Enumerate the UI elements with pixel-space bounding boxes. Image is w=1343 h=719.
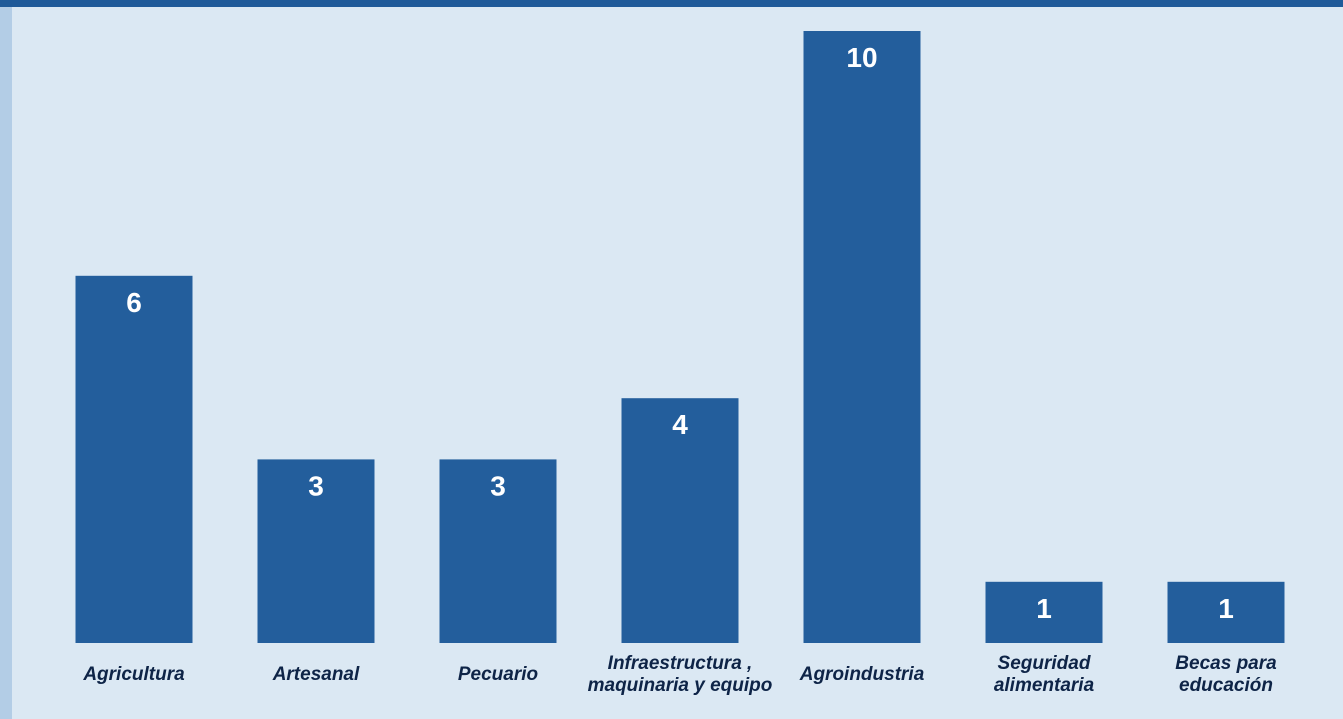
category-label-6: Becas para educación (1175, 653, 1277, 696)
bar-4 (803, 31, 921, 643)
category-label-0: Agricultura (82, 664, 185, 685)
top-frame-bar (0, 0, 1343, 7)
category-label-4: Agroindustria (799, 664, 925, 685)
left-frame-bar (0, 7, 12, 719)
category-label-3: Infraestructura , maquinaria y equipo (588, 653, 773, 696)
bar-value-label-1: 3 (308, 470, 324, 501)
bar-value-label-4: 10 (846, 42, 877, 73)
category-label-1: Artesanal (272, 664, 360, 685)
bar-0 (75, 275, 193, 643)
bar-1 (257, 459, 375, 643)
bar-5 (985, 581, 1103, 643)
category-label-5: Seguridad alimentaria (994, 653, 1095, 696)
bar-6 (1167, 581, 1285, 643)
bar-3 (621, 398, 739, 643)
value-labels-group: 6 3 3 4 10 1 1 (126, 42, 1234, 624)
bar-value-label-3: 4 (672, 409, 688, 440)
bar-value-label-5: 1 (1036, 593, 1052, 624)
category-labels-group: Agricultura Artesanal Pecuario Infraestruct… (82, 653, 1277, 696)
bar-value-label-2: 3 (490, 470, 506, 501)
category-label-2: Pecuario (458, 664, 538, 685)
bars-group (75, 31, 1285, 643)
bar-value-label-6: 1 (1218, 593, 1234, 624)
bar-value-label-0: 6 (126, 287, 142, 318)
bar-2 (439, 459, 557, 643)
